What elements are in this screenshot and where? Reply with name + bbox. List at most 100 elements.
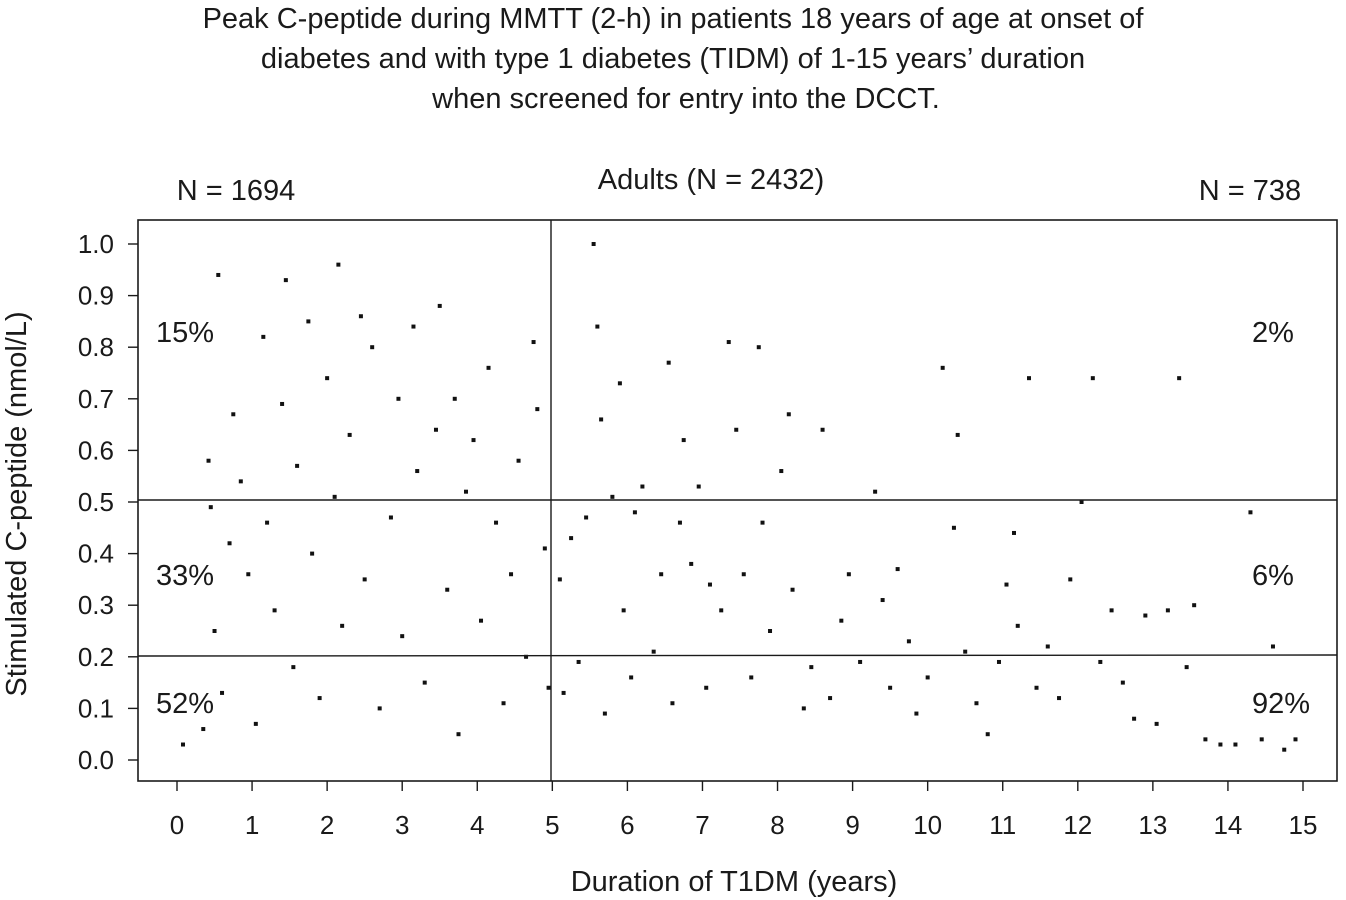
data-point bbox=[602, 711, 607, 716]
data-point bbox=[253, 721, 258, 726]
data-point bbox=[670, 701, 675, 706]
data-point bbox=[501, 701, 506, 706]
data-point bbox=[756, 345, 761, 350]
data-point bbox=[996, 659, 1001, 664]
data-point bbox=[1184, 665, 1189, 670]
x-tick-label: 5 bbox=[545, 810, 559, 840]
left-group-count: N = 1694 bbox=[177, 175, 296, 207]
pct-right-lower: 92% bbox=[1252, 688, 1310, 720]
data-point bbox=[1120, 680, 1125, 685]
pct-right-upper: 2% bbox=[1252, 317, 1294, 349]
data-point bbox=[370, 345, 375, 350]
data-point bbox=[317, 696, 322, 701]
data-point bbox=[632, 510, 637, 515]
data-point bbox=[1282, 747, 1287, 752]
data-point bbox=[1154, 721, 1159, 726]
y-tick-label: 0.4 bbox=[78, 539, 114, 569]
x-axis-ticks: 0 1 2 3 4 5 6 7 8 9 10 11 12 13 14 15 bbox=[170, 781, 1317, 840]
data-point bbox=[396, 396, 401, 401]
data-point bbox=[734, 427, 739, 432]
data-point bbox=[486, 365, 491, 370]
data-point bbox=[828, 696, 833, 701]
x-tick-label: 8 bbox=[770, 810, 784, 840]
pct-left-upper: 15% bbox=[156, 317, 214, 349]
data-point bbox=[531, 340, 536, 345]
data-point bbox=[535, 407, 540, 412]
data-point bbox=[640, 484, 645, 489]
chart-subtitle: Adults (N = 2432) bbox=[598, 164, 824, 196]
data-point bbox=[820, 427, 825, 432]
data-point bbox=[494, 520, 499, 525]
data-point bbox=[1034, 685, 1039, 690]
y-tick-label: 1.0 bbox=[78, 229, 114, 259]
x-tick-label: 9 bbox=[845, 810, 859, 840]
data-point bbox=[707, 582, 712, 587]
y-tick-label: 0.6 bbox=[78, 435, 114, 465]
data-point bbox=[471, 438, 476, 443]
data-point bbox=[246, 572, 251, 577]
data-point bbox=[1203, 737, 1208, 742]
data-point bbox=[238, 479, 243, 484]
data-point bbox=[1079, 500, 1084, 504]
data-point bbox=[1068, 577, 1073, 582]
data-point bbox=[1011, 530, 1016, 535]
data-point bbox=[880, 598, 885, 603]
x-tick-label: 11 bbox=[989, 810, 1016, 840]
data-point bbox=[681, 438, 686, 443]
data-point bbox=[689, 561, 694, 566]
data-point bbox=[1233, 742, 1238, 747]
data-point bbox=[201, 727, 206, 732]
data-point bbox=[595, 324, 600, 329]
data-point bbox=[422, 680, 427, 685]
data-point bbox=[768, 629, 773, 633]
data-point bbox=[181, 742, 186, 747]
data-point bbox=[546, 685, 551, 690]
data-point bbox=[801, 706, 806, 711]
data-point bbox=[1098, 659, 1103, 664]
data-point bbox=[479, 618, 484, 623]
data-point bbox=[790, 587, 795, 592]
data-point bbox=[206, 458, 211, 463]
data-point bbox=[925, 675, 930, 680]
data-point bbox=[261, 334, 266, 339]
y-tick-label: 0.9 bbox=[78, 281, 114, 311]
x-tick-label: 14 bbox=[1213, 810, 1242, 840]
data-point bbox=[599, 417, 604, 422]
data-point bbox=[985, 732, 990, 737]
data-point bbox=[963, 649, 968, 654]
data-point bbox=[846, 572, 851, 577]
data-point bbox=[1057, 696, 1062, 701]
x-tick-label: 1 bbox=[245, 810, 259, 840]
data-point bbox=[227, 541, 232, 546]
data-point bbox=[726, 340, 731, 345]
data-point bbox=[400, 634, 405, 639]
data-point bbox=[906, 639, 911, 644]
data-point bbox=[456, 732, 461, 737]
data-point bbox=[786, 412, 791, 417]
threshold-0-2-line bbox=[137, 654, 1338, 657]
data-point bbox=[325, 376, 330, 381]
data-point bbox=[433, 427, 438, 432]
data-point bbox=[280, 401, 285, 406]
data-point bbox=[895, 567, 900, 572]
data-point bbox=[677, 520, 682, 525]
data-point bbox=[1045, 644, 1050, 649]
y-axis-label: Stimulated C-peptide (nmol/L) bbox=[1, 311, 33, 696]
y-axis-ticks: 0.0 0.1 0.2 0.3 0.4 0.5 0.6 0.7 0.8 0.9 1.0 bbox=[78, 229, 138, 775]
x-axis-label: Duration of T1DM (years) bbox=[571, 866, 898, 898]
data-point bbox=[1027, 376, 1032, 381]
x-tick-label: 10 bbox=[913, 810, 942, 840]
data-point bbox=[516, 458, 521, 463]
data-point bbox=[362, 577, 367, 582]
y-tick-label: 0.1 bbox=[78, 693, 114, 723]
data-point bbox=[858, 659, 863, 664]
data-point bbox=[1132, 716, 1137, 721]
x-tick-label: 6 bbox=[620, 810, 634, 840]
data-point bbox=[220, 690, 225, 695]
data-point bbox=[1270, 644, 1275, 649]
data-point bbox=[415, 469, 420, 474]
data-point bbox=[340, 623, 345, 628]
data-point bbox=[295, 463, 300, 468]
data-point bbox=[940, 365, 945, 370]
data-point bbox=[666, 360, 671, 365]
